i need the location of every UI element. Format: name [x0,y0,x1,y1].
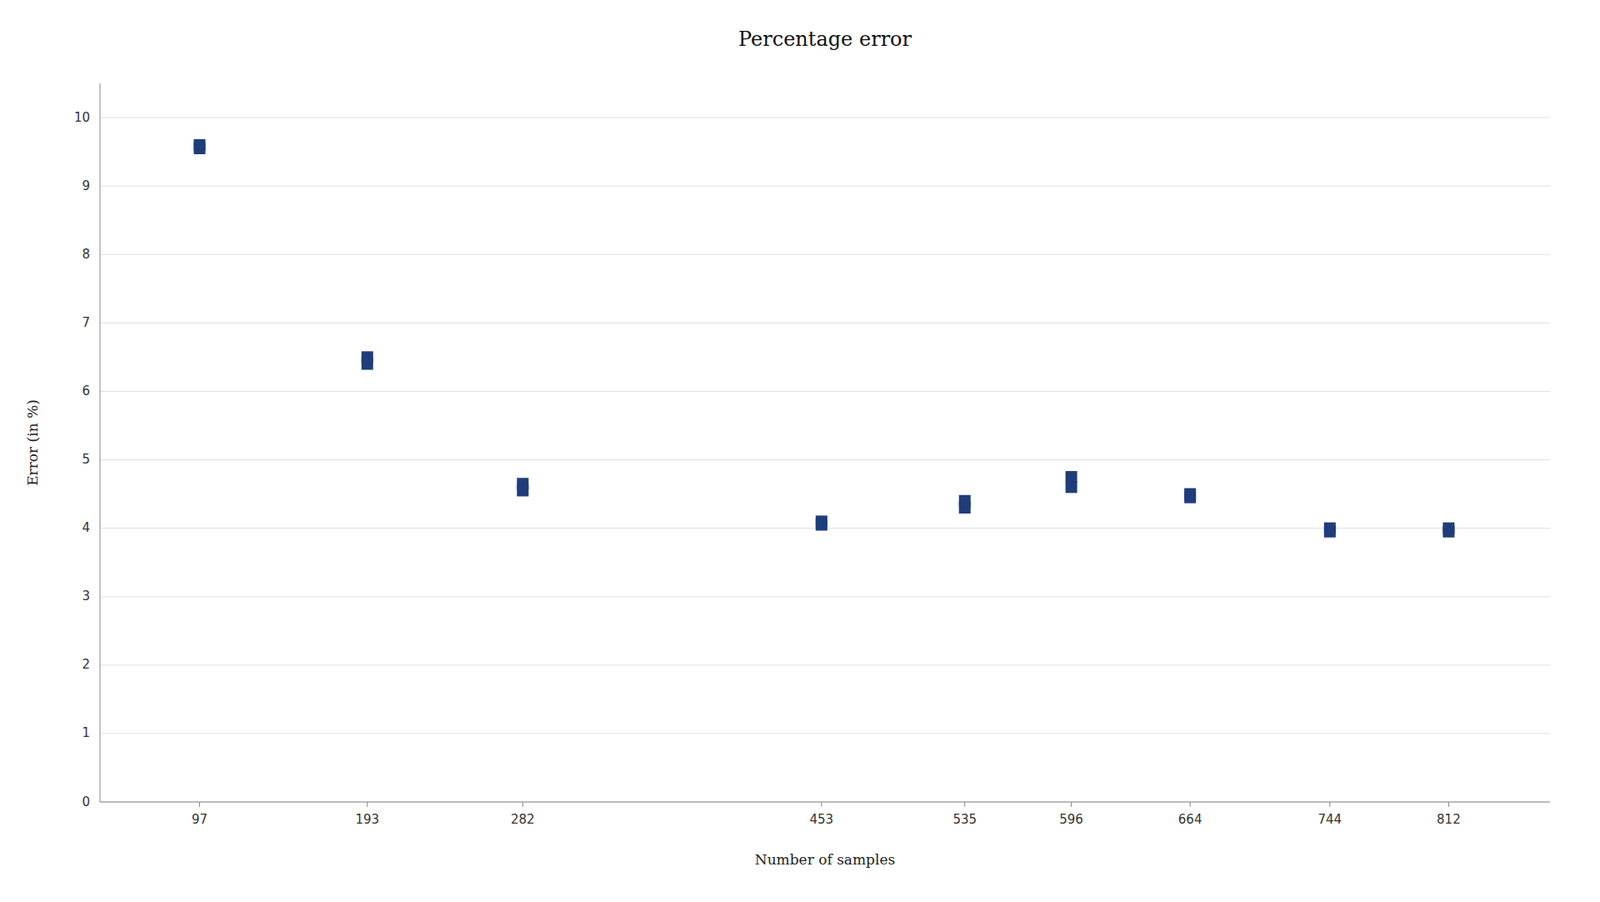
grid-line [100,322,1550,324]
grid-line [100,595,1550,597]
points [193,139,1455,538]
y-tick-label: 8 [81,246,90,262]
y-tick-label: 10 [74,110,90,125]
y-axis-label: Error (in %) [24,399,41,486]
x-tick [1070,801,1072,807]
x-tick [1329,801,1330,807]
y-tick-label: 2 [81,656,90,672]
grid [100,117,1550,802]
y-tick-label: 3 [81,588,90,604]
point [1324,525,1336,538]
x-tick [199,801,200,807]
y-axis-line [100,83,101,802]
chart-svg: 0 1 2 3 4 5 6 7 8 9 10 97 193 282 453 535 596 664 744 812 Pe… [0,0,1600,902]
y-tick-label: 4 [81,520,90,535]
x-tick-label: 535 [952,811,977,827]
point [815,519,828,531]
point [1065,480,1078,493]
grid-line [100,664,1550,665]
y-tick-label: 7 [81,315,90,330]
y-tick-label: 5 [81,451,90,467]
x-tick-label: 664 [1178,811,1203,827]
grid-line [100,459,1550,460]
grid-line [100,732,1550,734]
grid-line [100,117,1550,119]
title: Percentage error [738,27,913,51]
point [361,358,374,370]
point [959,501,971,514]
x-axis-line [100,801,1550,803]
y-tick-label: 1 [81,725,90,740]
x-tick [522,801,524,807]
point [1442,525,1455,538]
point [516,484,529,496]
chart-container: 0 1 2 3 4 5 6 7 8 9 10 97 193 282 453 535 596 664 744 812 Pe… [0,0,1600,902]
y-tick-label: 9 [81,178,90,194]
grid-line [100,254,1550,255]
x-tick-label: 97 [191,811,208,827]
x-tick-label: 282 [510,811,535,827]
x-tick [820,801,822,807]
point [1184,491,1196,504]
grid-line [100,185,1550,187]
x-tick-label: 596 [1059,811,1084,827]
x-tick [964,801,965,807]
grid-line [100,801,1550,803]
x-tick-label: 744 [1318,811,1343,827]
x-axis-label: Number of samples [755,850,895,868]
x-tick-label: 453 [809,811,834,827]
x-tick-label: 812 [1436,811,1461,827]
x-tick [1448,801,1450,807]
y-tick-label: 0 [81,794,90,810]
point [1065,470,1078,483]
x-tick [366,801,368,807]
y-tick-label: 6 [81,383,90,399]
grid-line [100,390,1550,392]
point [193,142,205,155]
x-tick [1190,801,1191,807]
x-tick-label: 193 [355,811,380,827]
